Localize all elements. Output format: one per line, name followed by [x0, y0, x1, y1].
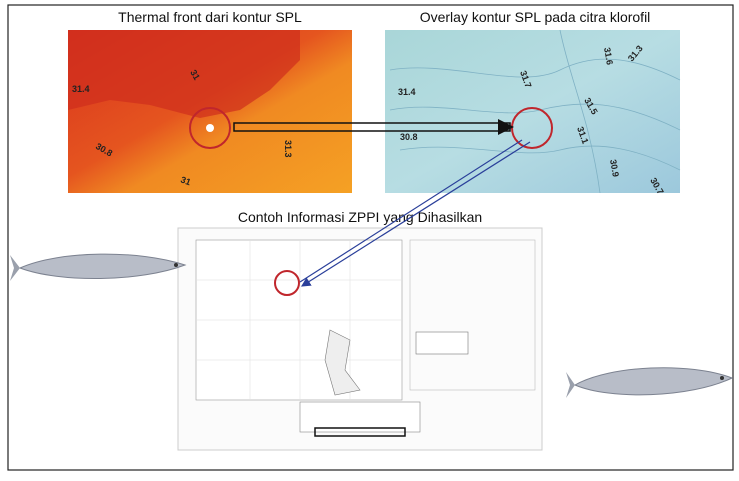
contour-label: 31.4 [398, 87, 416, 97]
contour-label: 31.3 [283, 140, 293, 158]
contour-label: 31.4 [72, 84, 90, 94]
panel-title: Overlay kontur SPL pada citra klorofil [420, 9, 651, 25]
inset-map [416, 332, 468, 354]
front-point [206, 124, 214, 132]
contour-label: 30.8 [400, 132, 418, 142]
panel-title: Contoh Informasi ZPPI yang Dihasilkan [238, 209, 482, 225]
figure: Thermal front dari kontur SPL Overlay ko… [0, 0, 739, 481]
panel-title: Thermal front dari kontur SPL [118, 9, 302, 25]
